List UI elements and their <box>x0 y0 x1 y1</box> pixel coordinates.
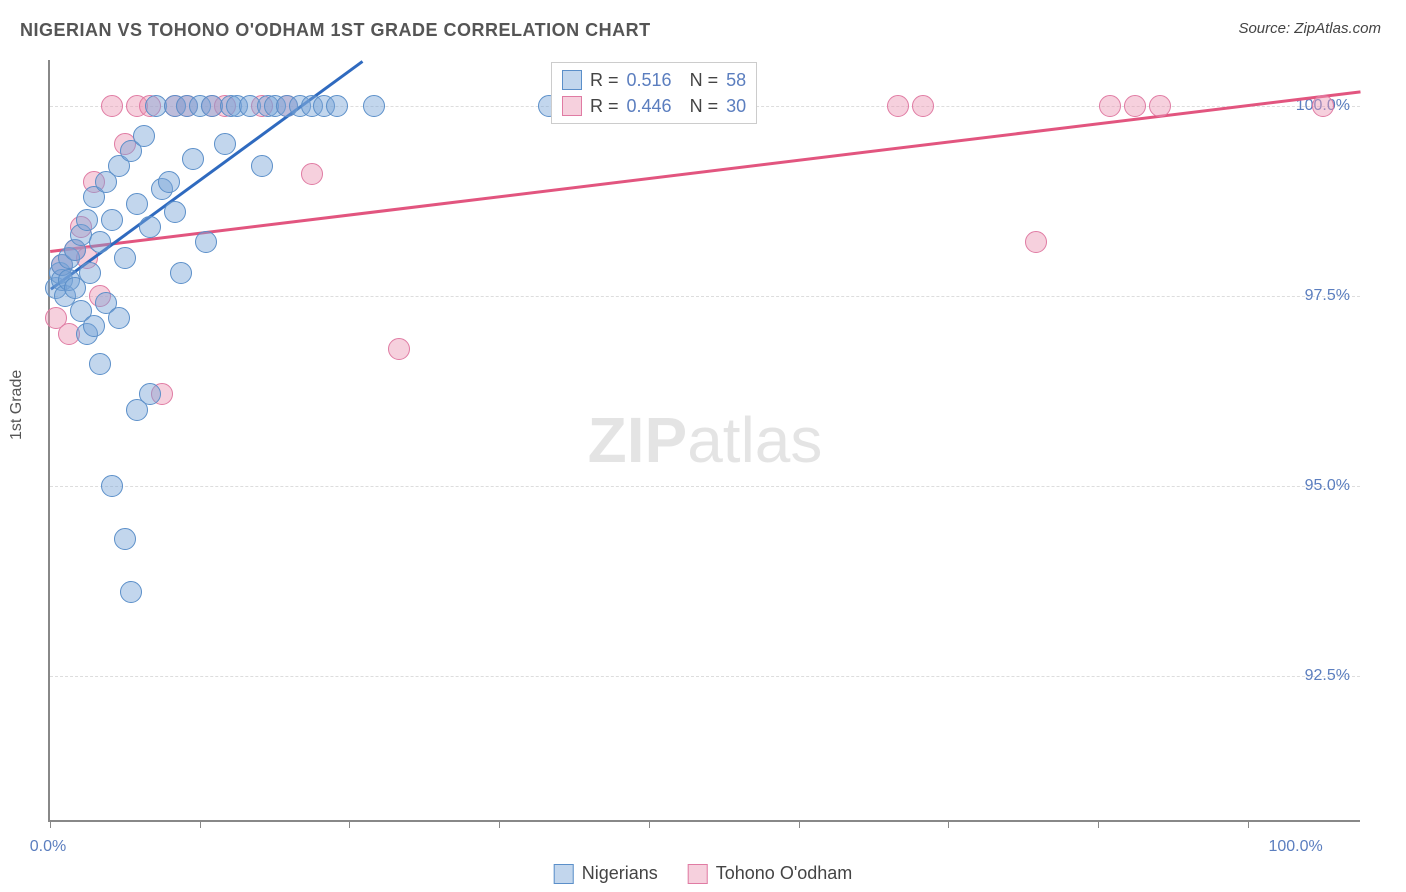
scatter-point <box>139 216 161 238</box>
scatter-point <box>89 353 111 375</box>
scatter-point <box>83 315 105 337</box>
scatter-point <box>887 95 909 117</box>
n-label: N = <box>680 96 719 117</box>
scatter-point <box>89 231 111 253</box>
r-value: 0.446 <box>627 96 672 117</box>
x-tick <box>50 820 51 828</box>
scatter-point <box>1149 95 1171 117</box>
legend-item: Tohono O'odham <box>688 863 853 884</box>
legend-swatch <box>562 96 582 116</box>
n-value: 58 <box>726 70 746 91</box>
scatter-point <box>101 209 123 231</box>
x-tick <box>499 820 500 828</box>
scatter-point <box>76 209 98 231</box>
r-label: R = <box>590 70 619 91</box>
scatter-point <box>126 193 148 215</box>
legend-label: Tohono O'odham <box>716 863 853 884</box>
gridline-h <box>50 486 1360 487</box>
scatter-point <box>195 231 217 253</box>
watermark-bold: ZIP <box>588 404 688 476</box>
scatter-point <box>101 475 123 497</box>
legend-label: Nigerians <box>582 863 658 884</box>
x-tick <box>948 820 949 828</box>
scatter-point <box>301 163 323 185</box>
watermark-rest: atlas <box>687 404 822 476</box>
plot-area: ZIPatlas 92.5%95.0%97.5%100.0% <box>48 60 1360 822</box>
watermark: ZIPatlas <box>588 403 823 477</box>
scatter-point <box>158 171 180 193</box>
scatter-point <box>79 262 101 284</box>
scatter-point <box>139 383 161 405</box>
gridline-h <box>50 296 1360 297</box>
x-tick <box>1098 820 1099 828</box>
n-value: 30 <box>726 96 746 117</box>
source-attribution: Source: ZipAtlas.com <box>1238 20 1381 37</box>
scatter-point <box>1099 95 1121 117</box>
x-tick <box>1248 820 1249 828</box>
scatter-point <box>326 95 348 117</box>
y-tick-label: 95.0% <box>1305 477 1350 495</box>
scatter-point <box>114 247 136 269</box>
scatter-point <box>251 155 273 177</box>
scatter-point <box>120 581 142 603</box>
scatter-point <box>388 338 410 360</box>
n-label: N = <box>680 70 719 91</box>
legend-swatch <box>554 864 574 884</box>
scatter-point <box>1124 95 1146 117</box>
stat-legend: R = 0.516 N = 58 R = 0.446 N = 30 <box>551 62 757 124</box>
scatter-point <box>164 201 186 223</box>
scatter-point <box>182 148 204 170</box>
scatter-point <box>214 133 236 155</box>
y-axis-label: 1st Grade <box>8 370 26 440</box>
scatter-point <box>114 528 136 550</box>
scatter-point <box>170 262 192 284</box>
scatter-point <box>133 125 155 147</box>
gridline-h <box>50 676 1360 677</box>
legend-swatch <box>688 864 708 884</box>
legend-item: Nigerians <box>554 863 658 884</box>
x-tick <box>649 820 650 828</box>
r-label: R = <box>590 96 619 117</box>
scatter-point <box>108 307 130 329</box>
y-tick-label: 92.5% <box>1305 667 1350 685</box>
x-tick-label: 100.0% <box>1268 838 1322 856</box>
scatter-point <box>912 95 934 117</box>
scatter-point <box>1312 95 1334 117</box>
scatter-point <box>101 95 123 117</box>
chart-title: NIGERIAN VS TOHONO O'ODHAM 1ST GRADE COR… <box>20 20 651 41</box>
x-tick-label: 0.0% <box>30 838 66 856</box>
x-tick <box>799 820 800 828</box>
x-tick <box>349 820 350 828</box>
bottom-legend: Nigerians Tohono O'odham <box>554 863 853 884</box>
stat-legend-row: R = 0.446 N = 30 <box>562 93 746 119</box>
y-tick-label: 97.5% <box>1305 287 1350 305</box>
x-tick <box>200 820 201 828</box>
legend-swatch <box>562 70 582 90</box>
scatter-point <box>363 95 385 117</box>
r-value: 0.516 <box>627 70 672 91</box>
scatter-point <box>1025 231 1047 253</box>
stat-legend-row: R = 0.516 N = 58 <box>562 67 746 93</box>
